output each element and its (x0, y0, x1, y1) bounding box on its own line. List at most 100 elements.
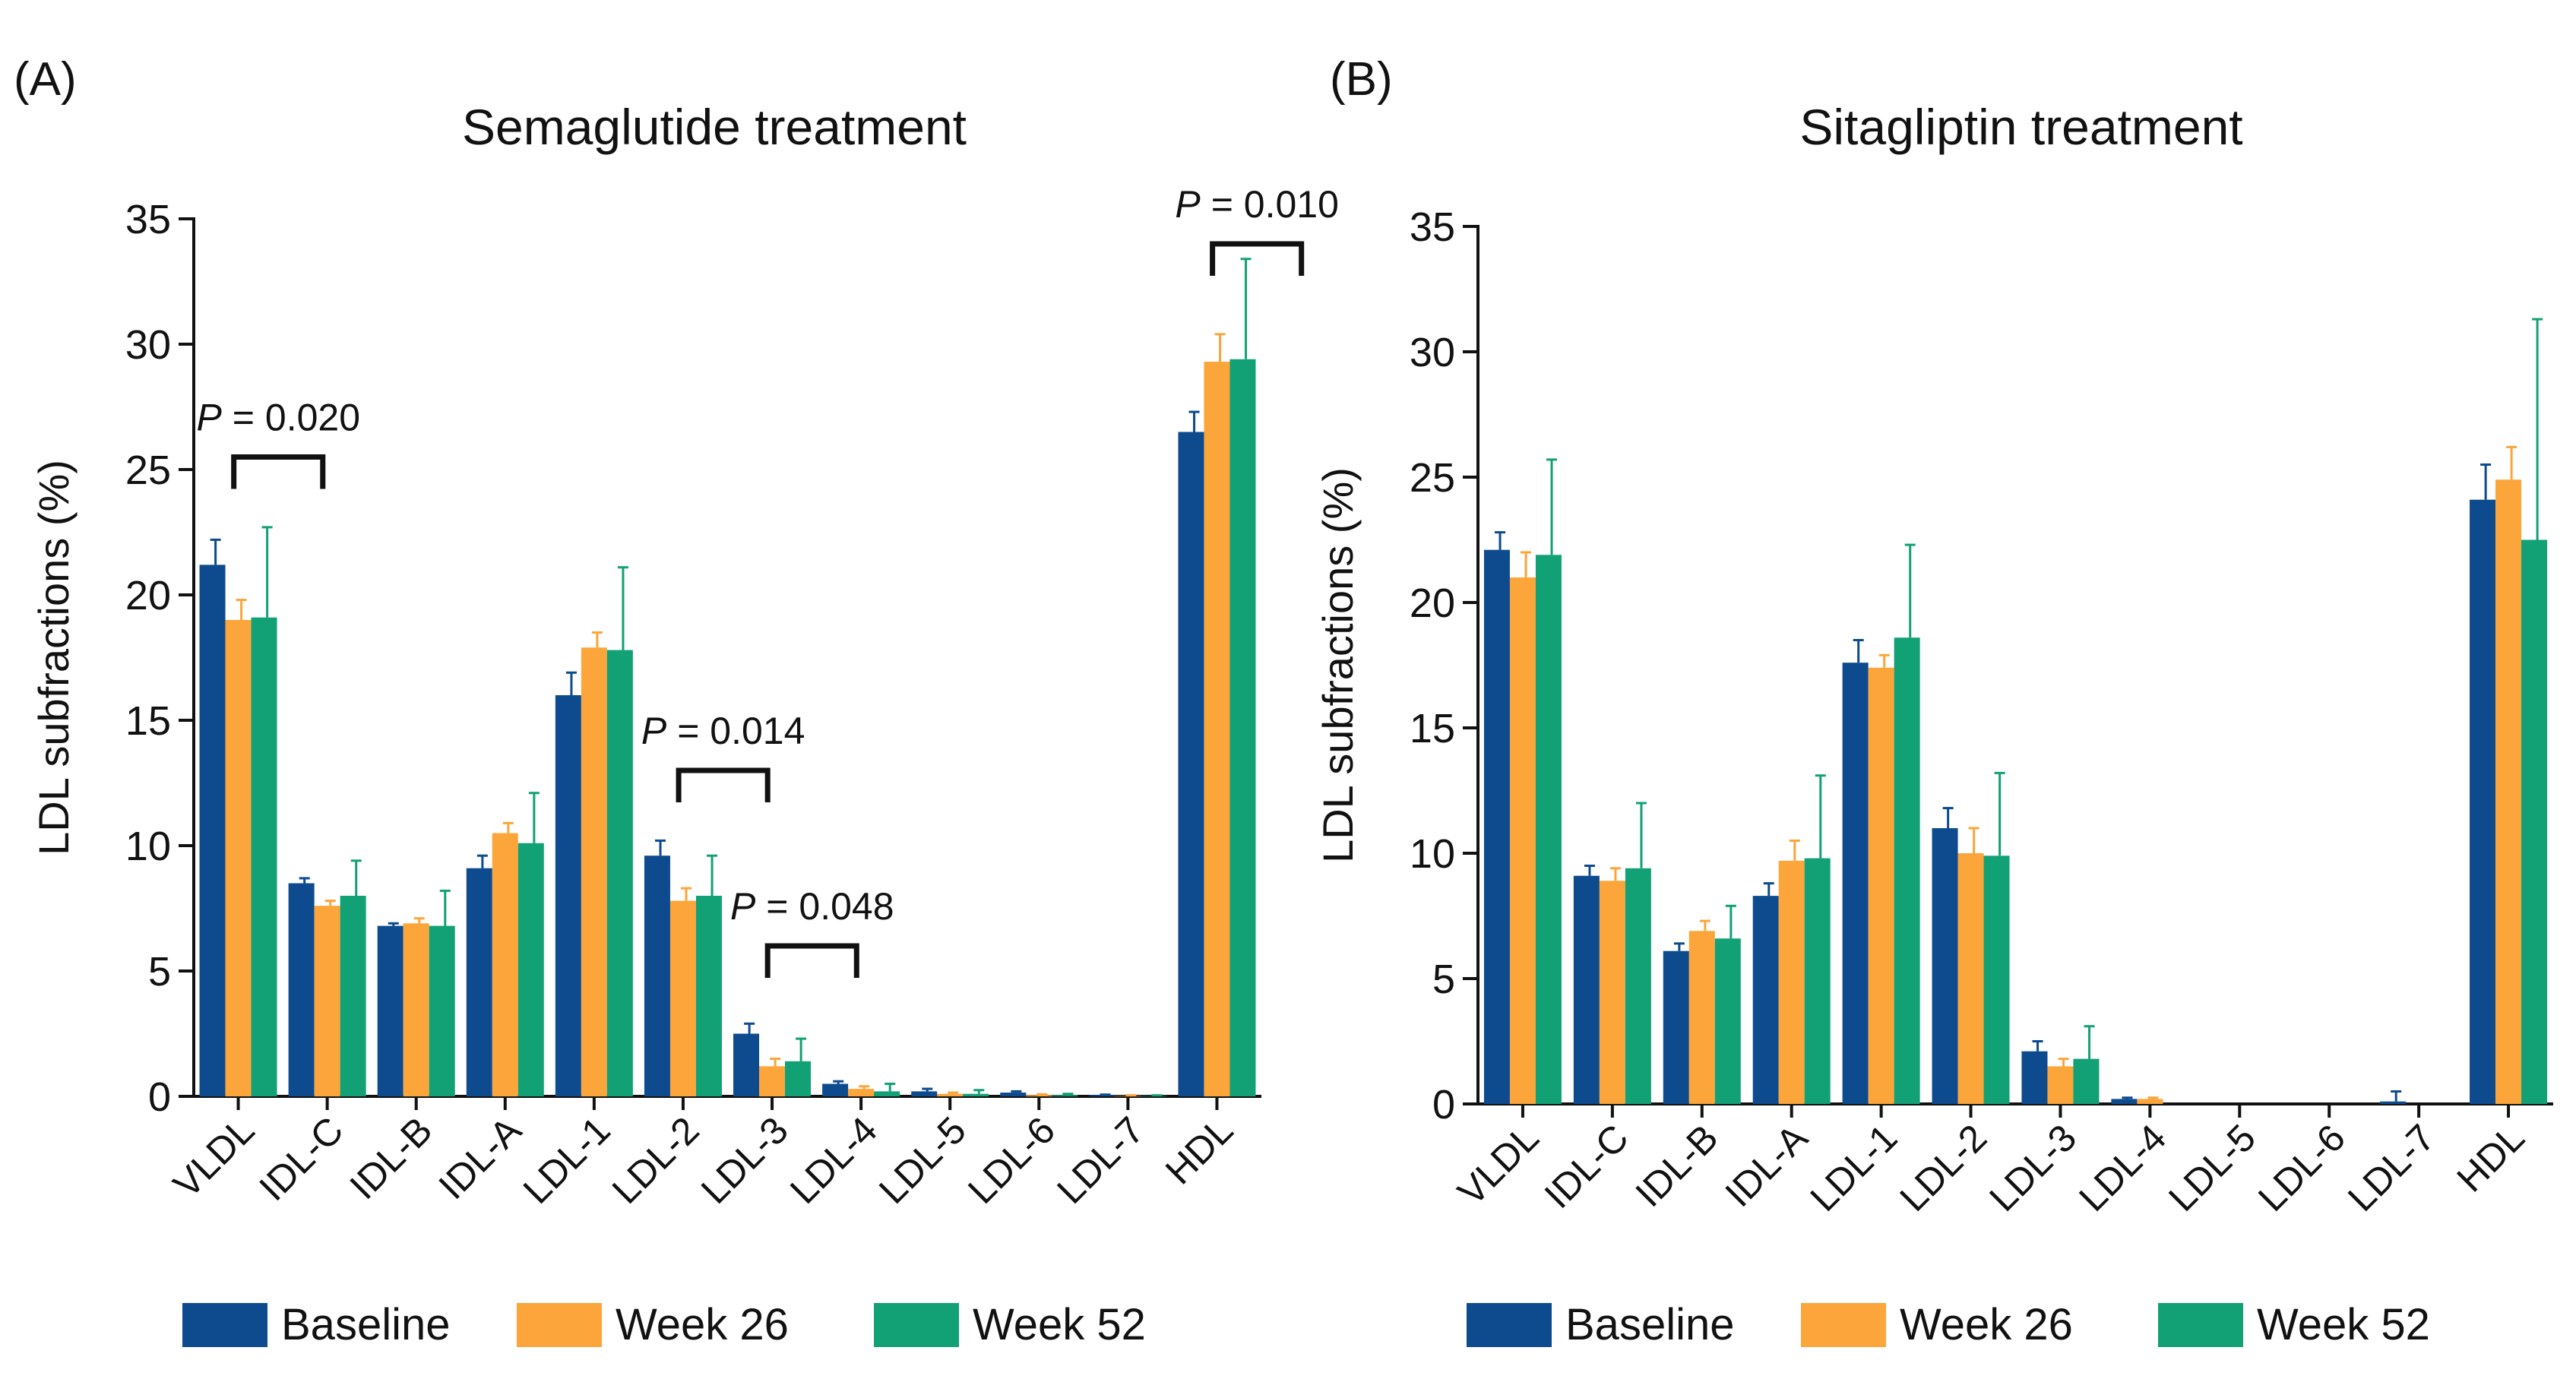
p-symbol: P (641, 710, 667, 752)
bar-baseline (1752, 896, 1779, 1104)
chart-title: Sitagliptin treatment (1799, 99, 2242, 155)
bar-week26 (1204, 362, 1230, 1097)
bar-week52 (1535, 555, 1562, 1104)
bar-week26 (1599, 881, 1625, 1104)
bar-baseline (377, 925, 403, 1096)
significance-bracket (1210, 241, 1305, 276)
y-tick-label: 30 (1410, 330, 1455, 375)
legend-label-baseline: Baseline (281, 1300, 450, 1349)
x-tick-label: LDL-7 (1049, 1109, 1152, 1212)
x-tick-label: LDL-3 (1981, 1116, 2084, 1219)
x-tick-label: LDL-4 (782, 1109, 885, 1212)
panel-label: (B) (1330, 53, 1393, 106)
bar-week52 (695, 896, 722, 1096)
y-tick-label: 35 (1410, 204, 1455, 250)
y-tick-label: 5 (1432, 957, 1455, 1002)
legend-swatch-week52 (874, 1303, 959, 1347)
bar-week26 (1778, 860, 1805, 1104)
x-tick-label: IDL-B (1628, 1116, 1726, 1215)
y-tick-label: 20 (125, 573, 171, 618)
bar-week26 (314, 906, 340, 1096)
bar-week26 (403, 923, 429, 1096)
bar-baseline (555, 695, 581, 1096)
bar-baseline (644, 856, 670, 1096)
x-tick-label: LDL-2 (604, 1109, 707, 1212)
x-tick-label: LDL-3 (693, 1109, 796, 1212)
p-value-annotation: P = 0.020 (196, 397, 360, 439)
bar-week26 (2495, 479, 2522, 1104)
bar-week26 (2047, 1066, 2074, 1104)
bar-week52 (1804, 858, 1831, 1104)
bar-week52 (2073, 1058, 2100, 1104)
bar-baseline (1663, 950, 1689, 1104)
bar-week26 (669, 900, 696, 1096)
bar-week52 (963, 1093, 989, 1096)
p-symbol: P (196, 397, 222, 439)
p-symbol: P (1175, 183, 1201, 226)
bar-week52 (1894, 637, 1920, 1104)
bar-baseline (822, 1083, 849, 1096)
legend-swatch-week26 (517, 1303, 602, 1347)
legend-label-week52: Week 52 (2257, 1300, 2430, 1349)
legend-label-week26: Week 26 (616, 1300, 789, 1349)
bar-week26 (1509, 577, 1536, 1104)
bar-week26 (1688, 931, 1715, 1104)
bar-week26 (759, 1066, 786, 1096)
legend-swatch-baseline (1467, 1303, 1552, 1347)
y-tick-label: 25 (125, 448, 171, 493)
bar-week52 (517, 843, 544, 1096)
bar-week26 (581, 647, 607, 1096)
y-tick-label: 0 (1432, 1082, 1455, 1128)
x-tick-label: VLDL (165, 1109, 262, 1206)
legend-label-baseline: Baseline (1565, 1300, 1734, 1349)
x-tick-label: VLDL (1450, 1116, 1547, 1213)
legend-swatch-week52 (2158, 1303, 2243, 1347)
y-tick-label: 5 (148, 949, 171, 995)
bar-week52 (251, 617, 277, 1096)
panel-a-semaglutide: (A) Semaglutide treatment 0 5 10 15 20 25 30 35 LD… (14, 53, 1339, 1349)
bar-week26 (1957, 853, 1984, 1104)
bar-week52 (785, 1061, 812, 1096)
bar-baseline (466, 868, 492, 1096)
legend: Baseline Week 26 Week 52 (182, 1300, 1146, 1349)
x-tick-label: LDL-5 (871, 1109, 974, 1212)
bar-week26 (2137, 1099, 2163, 1104)
legend-swatch-baseline (182, 1303, 267, 1347)
legend-label-week26: Week 26 (1900, 1300, 2073, 1349)
bar-baseline (2470, 499, 2496, 1104)
y-tick-label: 35 (125, 197, 171, 242)
y-axis-label: LDL subfractions (%) (30, 460, 78, 856)
y-tick-label: 20 (1410, 580, 1455, 626)
x-tick-label: IDL-C (1536, 1116, 1637, 1216)
x-tick-label: HDL (1157, 1109, 1241, 1192)
x-tick-label: LDL-7 (2340, 1116, 2443, 1219)
bar-week52 (606, 650, 633, 1096)
legend: Baseline Week 26 Week 52 (1467, 1300, 2430, 1349)
x-tick-label: LDL-1 (515, 1109, 619, 1212)
bar-week52 (1052, 1095, 1078, 1096)
x-tick-label: HDL (2448, 1116, 2532, 1200)
bar-baseline (288, 883, 315, 1096)
panel-label: (A) (14, 53, 77, 106)
bar-baseline (911, 1091, 938, 1096)
legend-label-week52: Week 52 (973, 1300, 1146, 1349)
panel-b-sitagliptin: (B) Sitagliptin treatment 0 5 10 15 20 25 30 35 LD… (1314, 53, 2553, 1349)
y-tick-label: 10 (125, 824, 171, 869)
bar-week52 (874, 1091, 900, 1096)
bar-baseline (2380, 1101, 2407, 1104)
bar-baseline (1932, 828, 1958, 1104)
y-tick-label: 10 (1410, 831, 1455, 877)
x-tick-label: LDL-4 (2071, 1116, 2174, 1219)
x-tick-label: LDL-6 (960, 1109, 1063, 1212)
y-axis-label: LDL subfractions (%) (1314, 467, 1362, 863)
p-value-annotation: P = 0.014 (641, 710, 805, 752)
bar-week26 (848, 1089, 875, 1096)
y-tick-label: 15 (1410, 706, 1455, 751)
bar-week52 (1229, 359, 1256, 1096)
bar-week52 (1625, 868, 1651, 1104)
bar-baseline (2111, 1099, 2138, 1104)
bar-baseline (199, 565, 226, 1096)
p-value: = 0.014 (677, 710, 805, 752)
p-value-annotation: P = 0.048 (730, 885, 894, 928)
